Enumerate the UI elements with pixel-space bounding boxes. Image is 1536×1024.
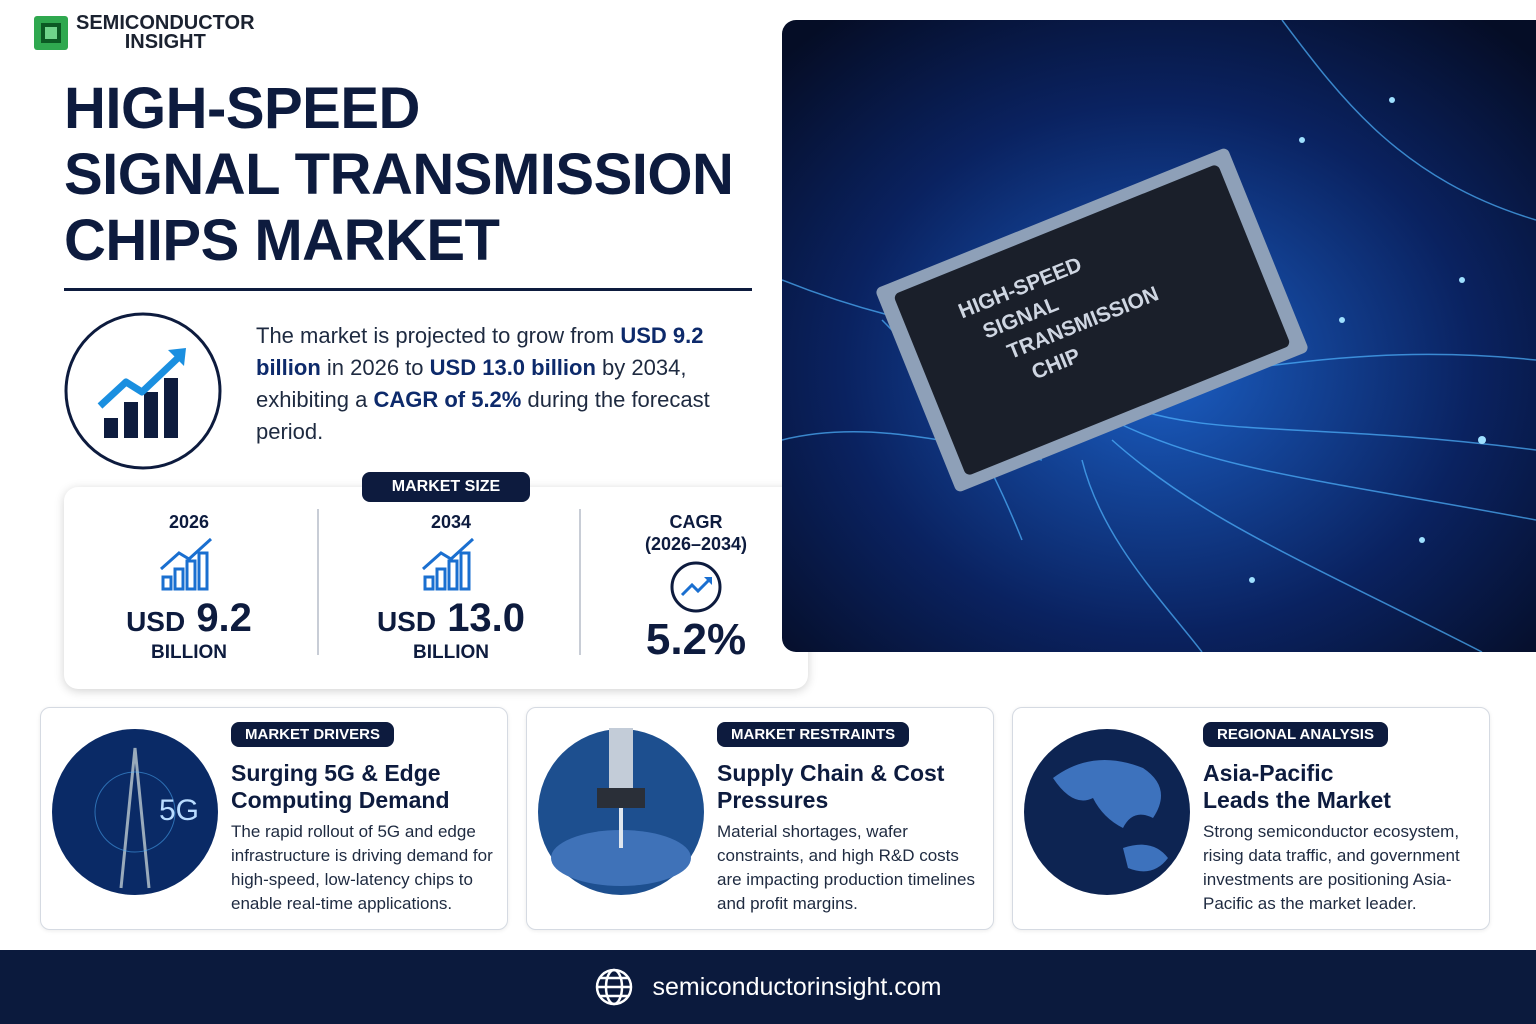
globe-icon: [596, 968, 633, 1006]
stat-value-line: USD 9.2: [64, 598, 314, 642]
logo: SEMICONDUCTOR INSIGHT: [32, 12, 255, 53]
card-title: Surging 5G & Edge Computing Demand: [231, 760, 501, 814]
chip: HIGH-SPEED SIGNAL TRANSMISSION CHIP: [876, 148, 1308, 492]
card-image: 5G: [52, 729, 218, 895]
logo-line: INSIGHT: [124, 31, 206, 53]
card-title: Supply Chain & Cost Pressures: [717, 760, 987, 814]
stat-value: 13.0: [447, 596, 526, 640]
stat-prefix: USD: [376, 606, 437, 637]
circuit-illustration: HIGH-SPEED SIGNAL TRANSMISSION CHIP: [782, 20, 1536, 652]
column-divider: [579, 509, 581, 655]
card-tag: MARKET RESTRAINTS: [717, 722, 910, 747]
card-title: Asia-Pacific Leads the Market: [1203, 760, 1473, 814]
card-title-line: Leads the Market: [1203, 787, 1391, 813]
card-body: Material shortages, wafer constraints, a…: [717, 822, 975, 913]
intro-text-part: during the forecast period.: [256, 387, 710, 444]
footer: semiconductorinsight.com: [0, 950, 1536, 1024]
intro-text-part: by 2034, exhibiting a: [256, 355, 687, 412]
cagr-icon: [670, 561, 722, 613]
stat-unit: BILLION: [413, 642, 489, 663]
hero-image: HIGH-SPEED SIGNAL TRANSMISSION CHIP: [782, 20, 1536, 652]
stat-unit: BILLION: [151, 642, 227, 663]
card-image: [1024, 729, 1190, 895]
card-title-line: Surging 5G & Edge: [231, 760, 441, 786]
logo-icon: [34, 16, 68, 50]
info-card: MARKET RESTRAINTS Supply Chain & Cost Pre…: [526, 707, 994, 930]
stat-value-line: USD 13.0: [326, 598, 576, 642]
intro-text-part: in 2026 to: [326, 355, 424, 380]
cagr-value: 5.2%: [645, 615, 747, 664]
card-badge: 5G: [159, 794, 199, 827]
info-card: REGIONAL ANALYSIS Asia-Pacific Leads the …: [1012, 707, 1490, 930]
card-tag: REGIONAL ANALYSIS: [1203, 722, 1388, 747]
intro-highlight: USD 9.2 billion: [256, 323, 704, 380]
title-line: HIGH-SPEED: [64, 76, 420, 141]
intro-text-part: The market is projected to grow from: [256, 323, 615, 348]
stat-value: 9.2: [196, 596, 252, 640]
intro-highlight: CAGR of 5.2%: [373, 387, 522, 412]
stat-prefix: USD: [126, 606, 186, 637]
title-line: SIGNAL TRANSMISSION: [64, 142, 734, 207]
cagr-label: CAGR: [669, 512, 723, 532]
stat-icon: [422, 537, 475, 591]
card-title-line: Asia-Pacific: [1203, 760, 1334, 786]
column-divider: [317, 509, 319, 655]
info-card: 5G MARKET DRIVERS Surging 5G & Edge Compu…: [40, 707, 508, 930]
cagr-column: CAGR (2026–2034) 5.2%: [571, 487, 821, 687]
card-title-line: Supply Chain & Cost: [717, 760, 945, 786]
card-tag: MARKET DRIVERS: [231, 722, 395, 747]
title-line: CHIPS MARKET: [64, 208, 500, 273]
cagr-period: (2026–2034): [644, 534, 748, 554]
stat-year: 2034: [430, 512, 472, 532]
card-title-line: Computing Demand: [231, 787, 450, 813]
market-size-tag: MARKET SIZE: [362, 472, 530, 502]
intro-highlight: USD 13.0 billion: [429, 355, 596, 380]
market-size-panel: MARKET SIZE 2026 USD 9.2 BILLION 2034 US…: [64, 472, 808, 689]
footer-url[interactable]: semiconductorinsight.com: [652, 972, 942, 1001]
card-body: The rapid rollout of 5G and edge infrast…: [231, 822, 493, 913]
card-title-line: Pressures: [717, 787, 829, 813]
card-body: Strong semiconductor ecosystem, rising d…: [1203, 822, 1460, 913]
logo-line: SEMICONDUCTOR: [76, 12, 255, 34]
growth-icon: [64, 312, 222, 470]
title: HIGH-SPEED SIGNAL TRANSMISSION CHIPS MAR…: [64, 76, 734, 274]
stat-year: 2026: [168, 512, 210, 532]
intro-text: The market is projected to grow from USD…: [256, 320, 736, 448]
divider-rule: [64, 288, 752, 291]
stat-icon: [160, 537, 213, 591]
stat-column: 2026 USD 9.2 BILLION: [64, 487, 314, 687]
card-image: [538, 728, 704, 895]
logo-text: SEMICONDUCTOR INSIGHT: [76, 12, 255, 53]
stat-column: 2034 USD 13.0 BILLION: [326, 487, 576, 687]
